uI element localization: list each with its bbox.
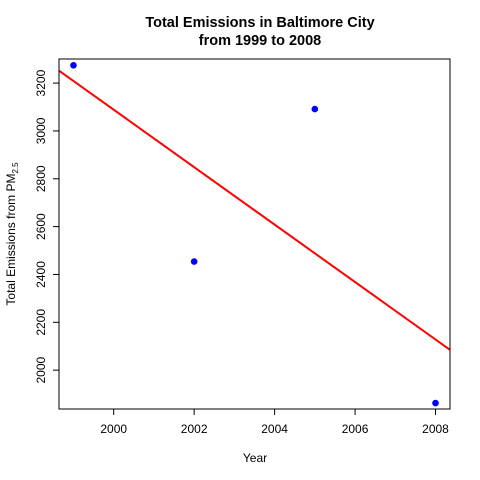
y-axis-label-main: Total Emissions from PM [4,174,18,306]
y-tick-label: 3200 [34,69,48,96]
y-tick-label: 2600 [34,213,48,240]
plot-box [58,58,451,410]
x-axis: 2000 2002 2004 2006 2008 [100,409,449,436]
y-axis-label-subscript: 2.5 [11,162,20,174]
regression-line [59,69,450,351]
y-tick-label: 2000 [34,356,48,383]
x-tick-label: 2004 [261,422,288,436]
marks-layer [59,62,450,407]
x-axis-label: Year [243,451,267,465]
data-point [432,399,439,407]
data-point [190,258,198,265]
data-point [70,62,77,69]
chart-title: Total Emissions in Baltimore City [145,15,374,31]
data-point [311,105,319,113]
x-tick-label: 2002 [181,422,208,436]
x-tick-label: 2006 [342,422,369,436]
chart-subtitle: from 1999 to 2008 [199,33,322,49]
chart-title-group: Total Emissions in Baltimore City from 1… [145,15,374,49]
y-tick-label: 2200 [34,309,48,336]
y-tick-label: 2800 [34,165,48,192]
y-tick-label: 2400 [34,261,48,288]
y-axis: 2000 2200 2400 2600 2800 3000 3200 [34,69,59,384]
x-tick-label: 2008 [422,422,449,436]
y-axis-label: Total Emissions from PM2.5 [4,162,20,306]
x-tick-label: 2000 [100,422,127,436]
y-tick-label: 3000 [34,117,48,144]
